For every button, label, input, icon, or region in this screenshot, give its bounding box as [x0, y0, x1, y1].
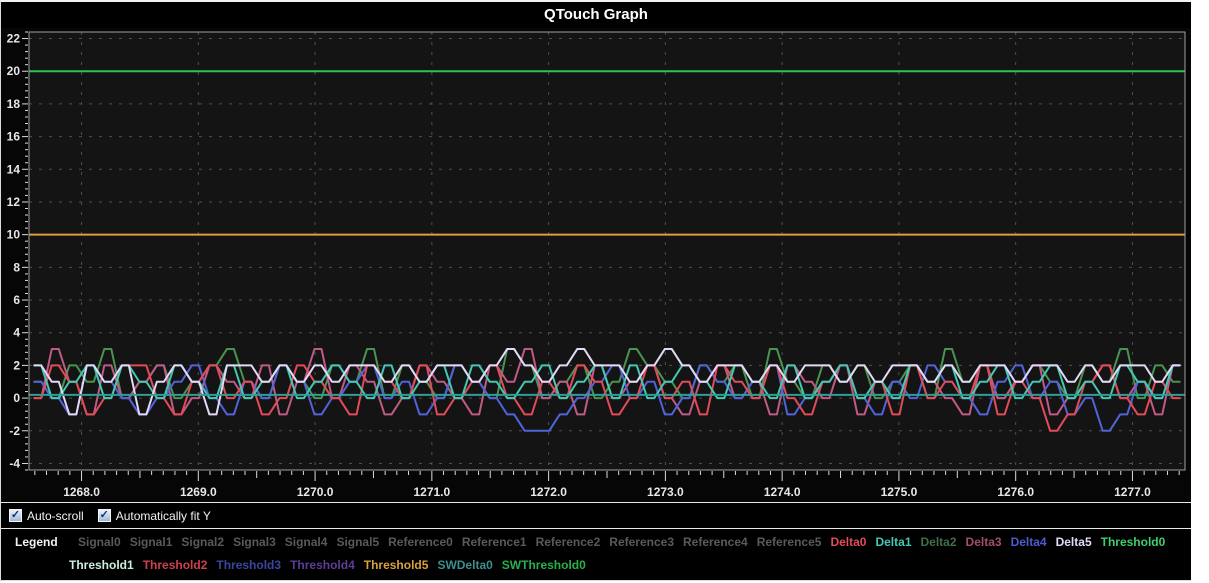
- legend-item-delta1[interactable]: Delta1: [875, 531, 911, 554]
- x-axis-tick-label: 1272.0: [530, 485, 567, 499]
- y-axis-tick-label: -4: [9, 456, 20, 470]
- x-axis-tick-label: 1274.0: [764, 485, 801, 499]
- y-axis-tick-label: 8: [13, 260, 20, 274]
- legend-item-delta0[interactable]: Delta0: [830, 531, 866, 554]
- fit-y-checkbox[interactable]: ✓ Automatically fit Y: [98, 509, 211, 523]
- legend-item-reference1[interactable]: Reference1: [462, 531, 527, 554]
- y-axis-tick-label: 16: [7, 130, 21, 144]
- x-axis-tick-label: 1269.0: [180, 485, 217, 499]
- y-axis-tick-label: 14: [7, 162, 21, 176]
- legend-item-delta2[interactable]: Delta2: [921, 531, 957, 554]
- legend-title: Legend: [15, 531, 60, 554]
- chart-title: QTouch Graph: [1, 2, 1191, 28]
- x-axis-tick-label: 1276.0: [997, 485, 1034, 499]
- legend-item-threshold5[interactable]: Threshold5: [364, 554, 429, 577]
- legend-item-delta4[interactable]: Delta4: [1011, 531, 1047, 554]
- legend-row-2: Threshold1 Threshold2 Threshold3 Threshold4…: [1, 554, 1191, 577]
- auto-scroll-checkbox[interactable]: ✓ Auto-scroll: [9, 509, 84, 523]
- legend-item-signal3[interactable]: Signal3: [233, 531, 276, 554]
- auto-scroll-checkbox-box[interactable]: ✓: [9, 509, 22, 522]
- qtouch-graph-window: QTouch Graph -4 -2 0 2 4 6 8 10 12 14 16 18 20 22 1268…: [0, 0, 1191, 581]
- legend-item-reference3[interactable]: Reference3: [609, 531, 674, 554]
- y-axis-tick-label: 10: [7, 228, 21, 242]
- legend-item-delta5[interactable]: Delta5: [1056, 531, 1092, 554]
- y-axis-tick-label: -2: [9, 424, 20, 438]
- y-axis-tick-label: 6: [13, 293, 20, 307]
- y-axis-tick-label: 12: [7, 195, 21, 209]
- legend-item-reference4[interactable]: Reference4: [683, 531, 748, 554]
- x-axis-tick-label: 1273.0: [647, 485, 684, 499]
- y-axis-tick-label: 0: [13, 391, 20, 405]
- legend-item-reference2[interactable]: Reference2: [536, 531, 601, 554]
- x-axis-tick-label: 1277.0: [1114, 485, 1151, 499]
- legend-item-threshold1[interactable]: Threshold1: [69, 554, 134, 577]
- legend-item-threshold3[interactable]: Threshold3: [216, 554, 281, 577]
- legend-item-swthreshold0[interactable]: SWThreshold0: [502, 554, 586, 577]
- legend-item-swdelta0[interactable]: SWDelta0: [437, 554, 492, 577]
- legend-area: Legend Signal0 Signal1 Signal2 Signal3 Signa…: [1, 528, 1191, 581]
- x-axis-tick-label: 1268.0: [63, 485, 100, 499]
- fit-y-label: Automatically fit Y: [116, 509, 211, 523]
- y-axis-tick-label: 2: [13, 358, 20, 372]
- legend-item-reference5[interactable]: Reference5: [757, 531, 822, 554]
- fit-y-checkbox-box[interactable]: ✓: [98, 509, 111, 522]
- y-axis-tick-label: 20: [7, 64, 21, 78]
- y-axis-tick-label: 22: [7, 32, 21, 46]
- legend-item-signal2[interactable]: Signal2: [181, 531, 224, 554]
- legend-item-threshold0[interactable]: Threshold0: [1101, 531, 1166, 554]
- x-axis-tick-label: 1271.0: [413, 485, 450, 499]
- legend-row-1: Legend Signal0 Signal1 Signal2 Signal3 Signa…: [1, 531, 1191, 554]
- legend-item-signal5[interactable]: Signal5: [336, 531, 379, 554]
- x-axis-tick-label: 1270.0: [297, 485, 334, 499]
- y-axis-tick-label: 4: [13, 326, 20, 340]
- toolbar: ✓ Auto-scroll ✓ Automatically fit Y: [1, 502, 1191, 528]
- legend-item-reference0[interactable]: Reference0: [388, 531, 453, 554]
- legend-item-threshold2[interactable]: Threshold2: [143, 554, 208, 577]
- legend-item-signal4[interactable]: Signal4: [285, 531, 328, 554]
- chart-canvas[interactable]: -4 -2 0 2 4 6 8 10 12 14 16 18 20 22 1268.0 1269.0 1270.…: [1, 28, 1191, 502]
- legend-item-signal0[interactable]: Signal0: [78, 531, 121, 554]
- legend-item-delta3[interactable]: Delta3: [966, 531, 1002, 554]
- y-axis-tick-label: 18: [7, 97, 21, 111]
- legend-item-signal1[interactable]: Signal1: [130, 531, 173, 554]
- x-axis-tick-label: 1275.0: [881, 485, 918, 499]
- legend-item-threshold4[interactable]: Threshold4: [290, 554, 355, 577]
- auto-scroll-label: Auto-scroll: [27, 509, 84, 523]
